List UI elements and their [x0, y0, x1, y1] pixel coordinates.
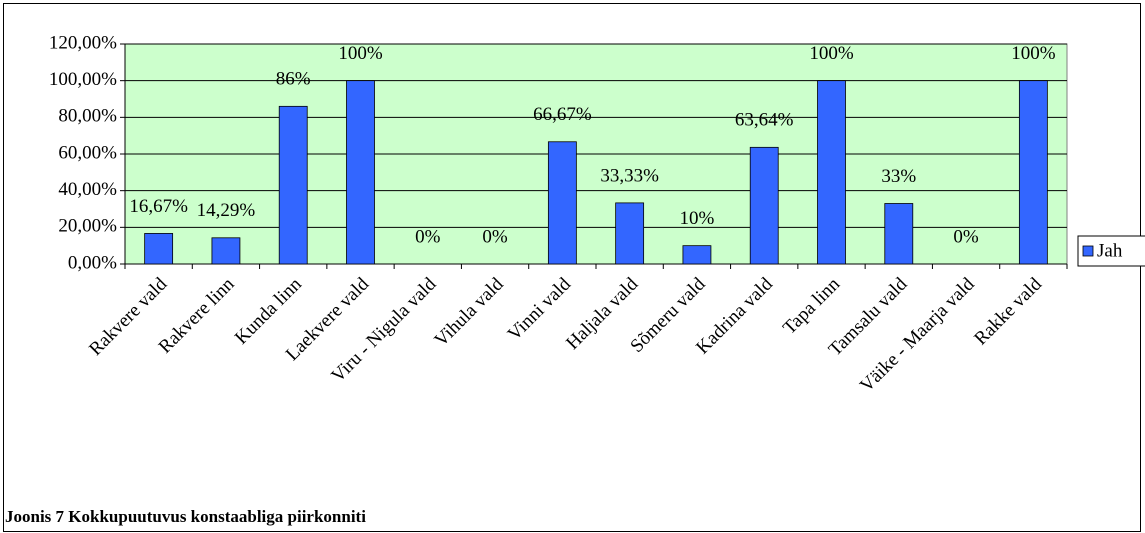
bar	[884, 203, 914, 265]
data-label: 100%	[1011, 43, 1056, 64]
x-tick-label: Väike - Maarja vald	[856, 273, 979, 396]
data-label: 10%	[680, 208, 715, 229]
bar	[615, 202, 645, 265]
bar	[211, 237, 241, 265]
bar	[1018, 80, 1048, 265]
data-label: 100%	[809, 43, 854, 64]
bar	[817, 80, 846, 265]
data-label: 0%	[415, 226, 441, 247]
data-label: 33,33%	[600, 165, 659, 186]
data-label: 66,67%	[533, 104, 592, 125]
legend-label: Jah	[1097, 240, 1123, 261]
y-tick-label: 80,00%	[58, 106, 117, 127]
data-label: 0%	[953, 226, 979, 247]
bar	[682, 245, 712, 265]
data-label: 0%	[482, 226, 508, 247]
y-tick-label: 60,00%	[58, 142, 117, 163]
y-tick-label: 100,00%	[49, 69, 117, 90]
bar	[547, 141, 577, 265]
data-label: 16,67%	[129, 196, 188, 217]
data-label: 86%	[276, 69, 311, 90]
data-label: 33%	[881, 166, 916, 187]
bar	[749, 146, 779, 265]
data-label: 14,29%	[197, 200, 256, 221]
legend-swatch	[1082, 245, 1094, 257]
y-tick-label: 120,00%	[49, 32, 117, 53]
bar	[278, 105, 308, 265]
caption: Joonis 7 Kokkupuutuvus konstaabliga piir…	[5, 507, 366, 526]
x-tick-label: Rakke vald	[970, 273, 1046, 349]
x-tick-label: Vinni vald	[504, 273, 575, 344]
x-tick-label: Tapa linn	[779, 273, 844, 338]
bar	[346, 80, 375, 265]
x-tick-label: Vihula vald	[431, 273, 508, 350]
chart-border	[3, 3, 1141, 532]
data-label: 100%	[338, 43, 383, 64]
bar	[144, 233, 174, 265]
y-tick-label: 20,00%	[58, 216, 117, 237]
y-tick-label: 40,00%	[58, 179, 117, 200]
data-label: 63,64%	[735, 110, 794, 131]
y-tick-label: 0,00%	[68, 252, 117, 273]
